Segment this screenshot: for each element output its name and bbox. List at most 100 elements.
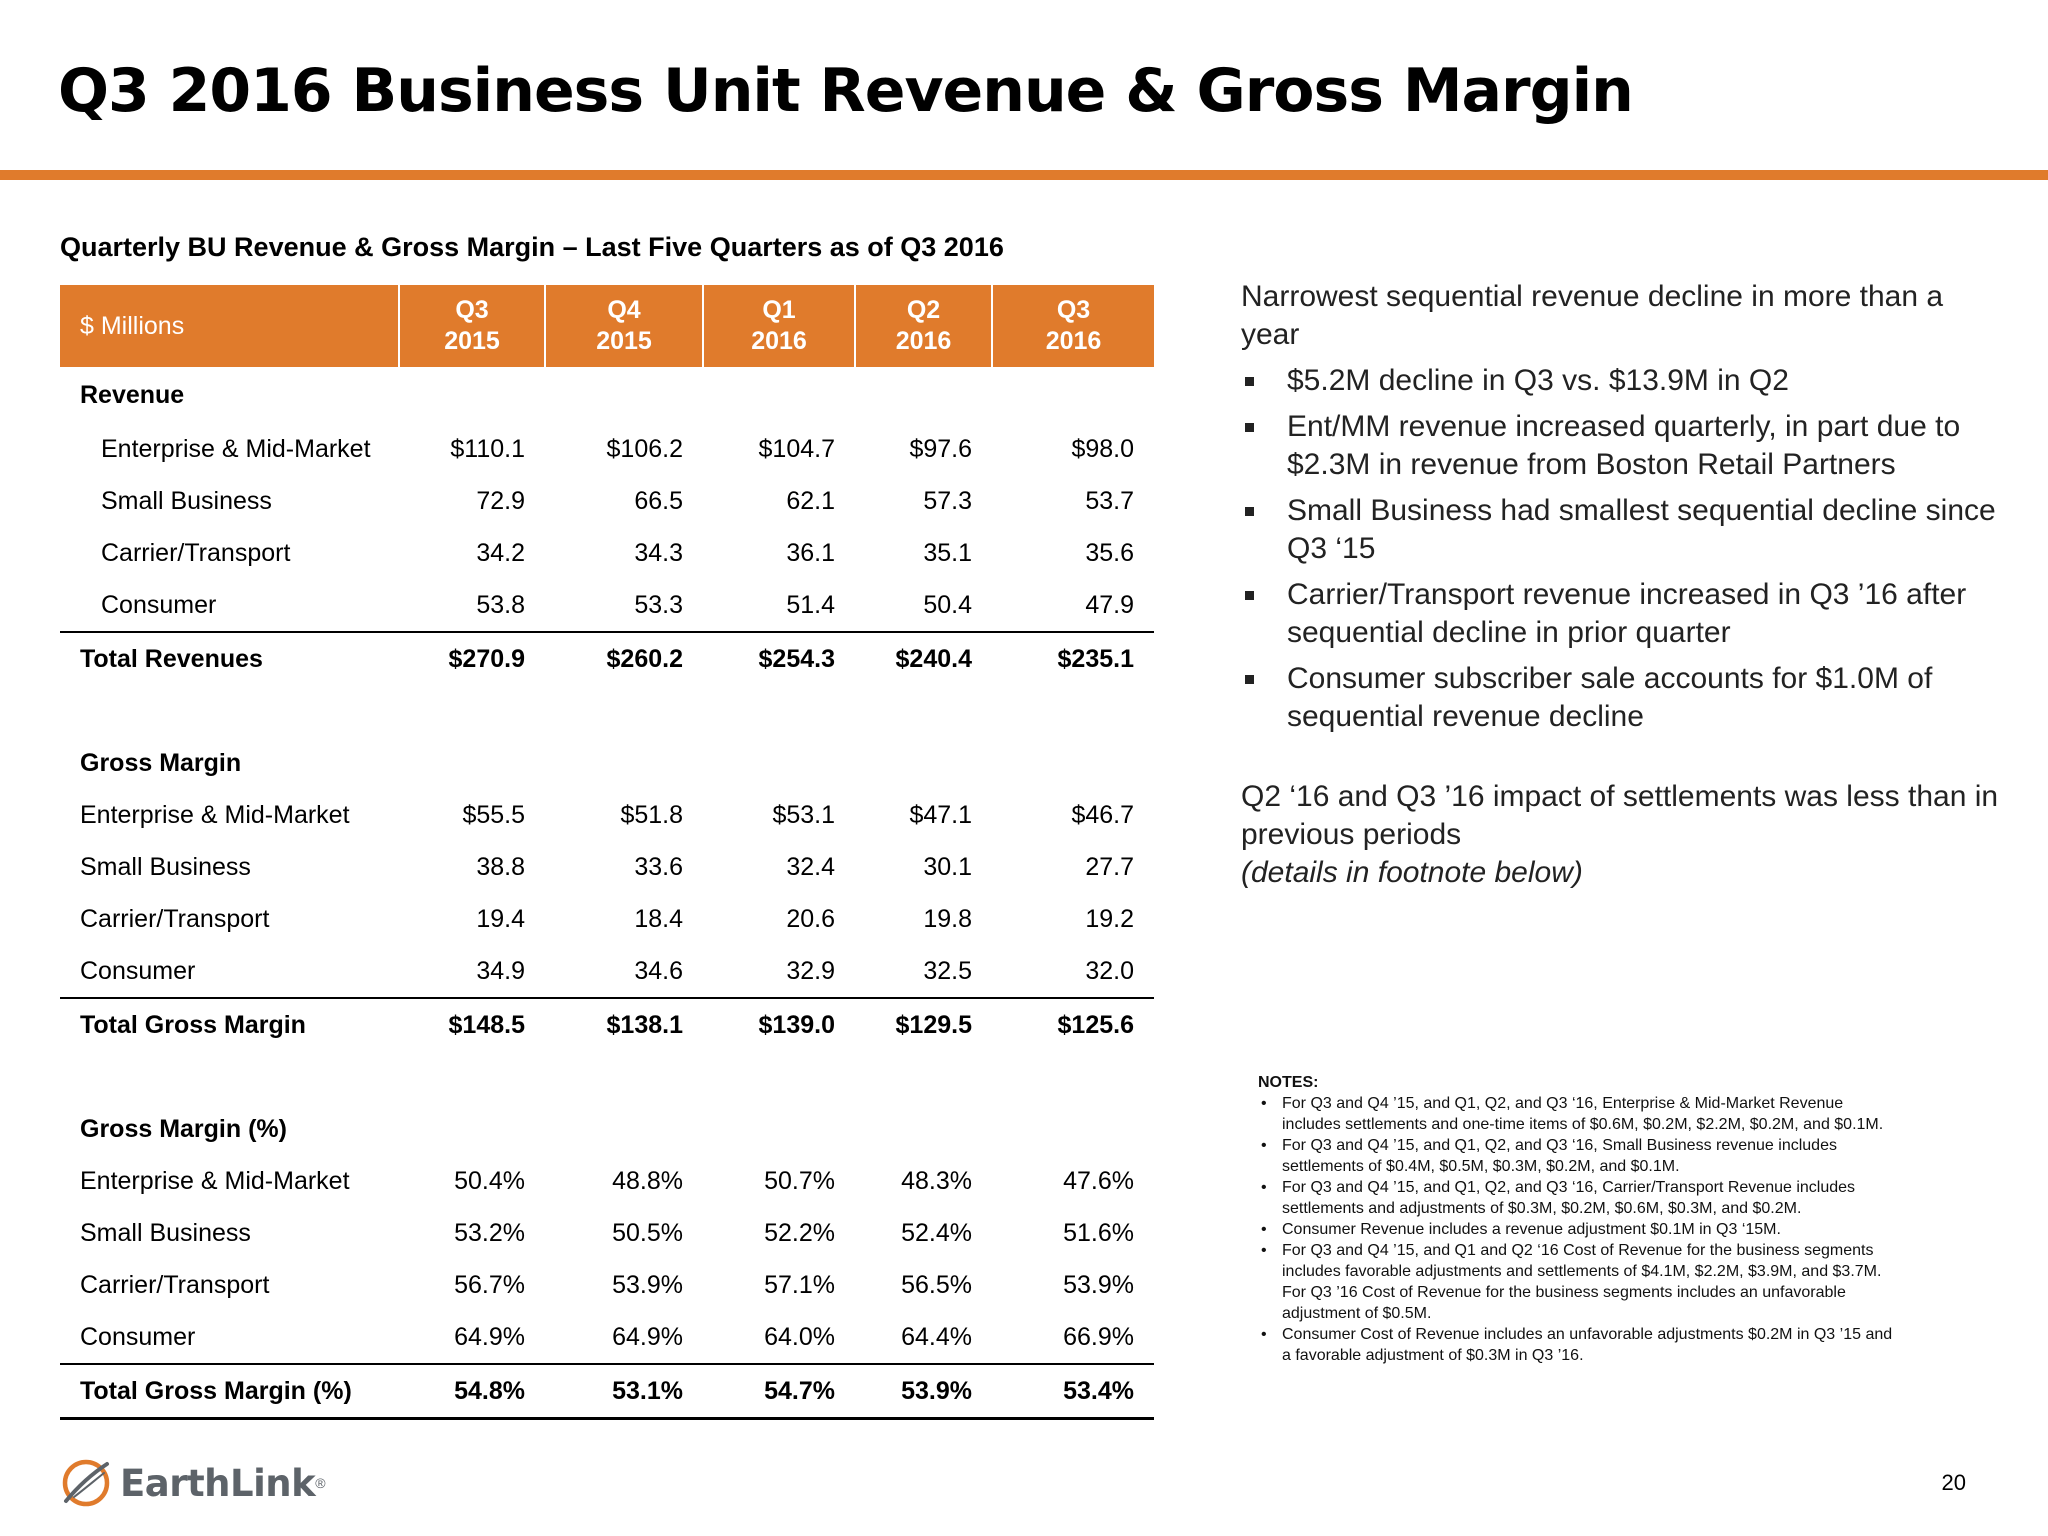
section-label: Gross Margin (%) (80, 1114, 287, 1143)
table-row: Enterprise & Mid-Market 50.4% 48.8% 50.7… (60, 1155, 1154, 1207)
earthlink-logo: EarthLink ® (60, 1458, 326, 1508)
earthlink-swoosh-icon (62, 1459, 110, 1507)
total-row-revenue: Total Revenues $270.9 $260.2 $254.3 $240… (60, 631, 1154, 685)
page-number: 20 (1941, 1470, 1966, 1495)
table-cell: 52.2% (764, 1218, 835, 1247)
table-row: Carrier/Transport 19.4 18.4 20.6 19.8 19… (60, 893, 1154, 945)
table-cell: $98.0 (1071, 434, 1134, 463)
row-label: Carrier/Transport (80, 904, 270, 933)
row-label: Carrier/Transport (101, 538, 291, 567)
table-row: Enterprise & Mid-Market $55.5 $51.8 $53.… (60, 789, 1154, 841)
table-row: Small Business 38.8 33.6 32.4 30.1 27.7 (60, 841, 1154, 893)
section-heading-gross-margin-pct: Gross Margin (%) (60, 1103, 1154, 1155)
table-cell: 27.7 (1085, 852, 1134, 881)
table-row: Enterprise & Mid-Market $110.1 $106.2 $1… (60, 423, 1154, 475)
table-cell: 57.3 (923, 486, 972, 515)
square-bullet-icon (1245, 507, 1254, 516)
total-row-gross-margin: Total Gross Margin $148.5 $138.1 $139.0 … (60, 997, 1154, 1051)
section-heading-revenue: Revenue (60, 367, 1154, 423)
table-row: Carrier/Transport 34.2 34.3 36.1 35.1 35… (60, 527, 1154, 579)
commentary-panel: Narrowest sequential revenue decline in … (1241, 278, 2001, 892)
square-bullet-icon (1245, 675, 1254, 684)
table-cell: 30.1 (923, 852, 972, 881)
section-label: Gross Margin (80, 748, 242, 777)
note-text: Consumer Cost of Revenue includes an unf… (1282, 1326, 1893, 1364)
table-cell: 20.6 (786, 904, 835, 933)
commentary-bullets: $5.2M decline in Q3 vs. $13.9M in Q2 Ent… (1241, 362, 2001, 736)
note-text: For Q3 and Q4 ’15, and Q1 and Q2 ‘16 Cos… (1282, 1242, 1882, 1322)
table-subtitle: Quarterly BU Revenue & Gross Margin – La… (60, 232, 1004, 262)
table-cell: 47.9 (1085, 590, 1134, 619)
table-cell: 34.3 (634, 538, 683, 567)
bullet-text: Small Business had smallest sequential d… (1287, 494, 1996, 565)
section-heading-gross-margin: Gross Margin (60, 737, 1154, 789)
table-cell: $148.5 (399, 997, 545, 1051)
table-cell: 64.0% (764, 1322, 835, 1351)
logo-wordmark: EarthLink (120, 1461, 316, 1505)
notes-section: NOTES: • For Q3 and Q4 ’15, and Q1, Q2, a… (1258, 1072, 1898, 1366)
table-cell: $254.3 (703, 631, 855, 685)
note-text: For Q3 and Q4 ’15, and Q1, Q2, and Q3 ‘1… (1282, 1179, 1856, 1217)
note-text: For Q3 and Q4 ’15, and Q1, Q2, and Q3 ‘1… (1282, 1095, 1884, 1133)
row-label: Total Gross Margin (%) (60, 1363, 399, 1420)
table-cell: 32.5 (923, 956, 972, 985)
table-cell: $260.2 (545, 631, 703, 685)
header-quarter: Q4 (607, 296, 641, 324)
bullet-dot-icon: • (1261, 1137, 1267, 1154)
commentary-bullet: Ent/MM revenue increased quarterly, in p… (1241, 408, 2001, 484)
row-label: Total Gross Margin (60, 997, 399, 1051)
table-cell: 64.9% (454, 1322, 525, 1351)
table-cell: $53.1 (772, 800, 835, 829)
table-cell: 53.3 (634, 590, 683, 619)
table-cell: 66.5 (634, 486, 683, 515)
table-cell: 66.9% (1063, 1322, 1134, 1351)
header-quarter: Q2 (906, 296, 941, 324)
header-quarter: Q1 (762, 296, 796, 324)
table-cell: $104.7 (758, 434, 835, 463)
row-label: Total Revenues (60, 631, 399, 685)
table-cell: 56.7% (454, 1270, 525, 1299)
row-label: Enterprise & Mid-Market (80, 1166, 350, 1195)
table-cell: 53.2% (454, 1218, 525, 1247)
header-col-q3-2016: Q3 2016 (992, 285, 1154, 367)
title-divider (0, 170, 2048, 180)
table-cell: 19.2 (1085, 904, 1134, 933)
commentary-bullet: Small Business had smallest sequential d… (1241, 492, 2001, 568)
table-row: Consumer 34.9 34.6 32.9 32.5 32.0 (60, 945, 1154, 998)
table-header-row: $ Millions Q3 2015 Q4 2015 Q1 2016 Q2 2016 Q… (60, 285, 1154, 367)
row-label: Consumer (101, 590, 217, 619)
notes-list: • For Q3 and Q4 ’15, and Q1, Q2, and Q3 ‘… (1258, 1093, 1898, 1366)
bullet-dot-icon: • (1261, 1095, 1267, 1112)
note-item: • For Q3 and Q4 ’15, and Q1, Q2, and Q3 ‘… (1258, 1177, 1898, 1219)
header-year: 2016 (895, 327, 952, 355)
table-cell: 52.4% (901, 1218, 972, 1247)
table-cell: 19.8 (923, 904, 972, 933)
table-cell: 53.4% (992, 1363, 1154, 1420)
table-row: Small Business 53.2% 50.5% 52.2% 52.4% 5… (60, 1207, 1154, 1259)
table-cell: 47.6% (1063, 1166, 1134, 1195)
bullet-dot-icon: • (1261, 1179, 1267, 1196)
row-label: Small Business (80, 1218, 251, 1247)
table-cell: 50.7% (764, 1166, 835, 1195)
table-cell: 19.4 (476, 904, 525, 933)
table-cell: $138.1 (545, 997, 703, 1051)
table-cell: 35.1 (923, 538, 972, 567)
table-cell: 56.5% (901, 1270, 972, 1299)
table-cell: $240.4 (855, 631, 992, 685)
table-row: Consumer 53.8 53.3 51.4 50.4 47.9 (60, 579, 1154, 632)
row-label: Small Business (80, 852, 251, 881)
row-label: Enterprise & Mid-Market (80, 800, 350, 829)
table-cell: 33.6 (634, 852, 683, 881)
row-label: Consumer (80, 956, 196, 985)
note-text: For Q3 and Q4 ’15, and Q1, Q2, and Q3 ‘1… (1282, 1137, 1837, 1175)
header-col-q1-2016: Q1 2016 (703, 285, 856, 367)
table-cell: $55.5 (462, 800, 525, 829)
table-cell: 32.0 (1085, 956, 1134, 985)
header-col-q2-2016: Q2 2016 (855, 285, 993, 367)
bullet-text: Carrier/Transport revenue increased in Q… (1287, 578, 1967, 649)
header-year: 2016 (1045, 327, 1102, 355)
header-year: 2015 (596, 327, 652, 355)
bullet-dot-icon: • (1261, 1326, 1267, 1343)
table-cell: 53.9% (1063, 1270, 1134, 1299)
note-item: • Consumer Cost of Revenue includes an un… (1258, 1324, 1898, 1366)
